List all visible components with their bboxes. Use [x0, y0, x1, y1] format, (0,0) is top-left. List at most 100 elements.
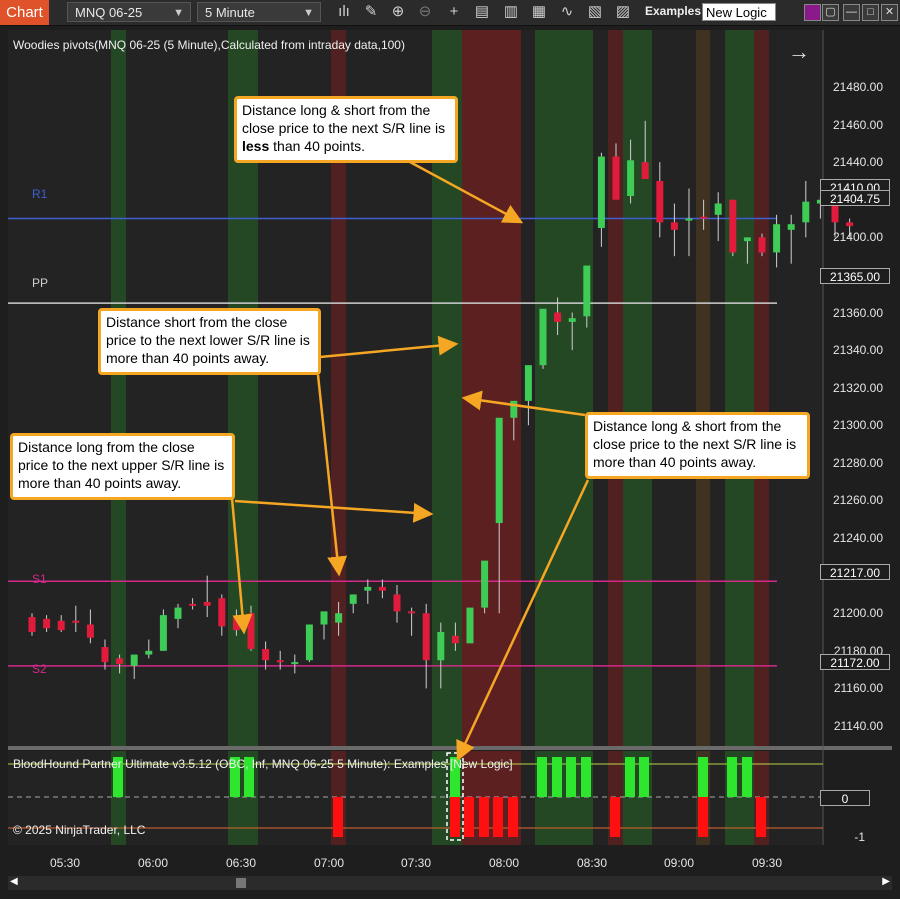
- price-tick-label: 21280.00: [832, 455, 883, 470]
- close-icon[interactable]: ✕: [881, 4, 898, 21]
- candle-body: [495, 417, 503, 524]
- callout-short-lower-sr: Distance short from the close price to t…: [98, 308, 321, 375]
- scroll-right-icon[interactable]: ▶: [882, 876, 890, 887]
- maximize-icon[interactable]: □: [862, 4, 879, 21]
- candle-body: [43, 618, 51, 629]
- time-tick-label: 08:00: [488, 856, 520, 870]
- candle-body: [685, 218, 693, 221]
- candle-body: [174, 607, 182, 619]
- s1-price-tag: 21217.00: [820, 564, 890, 580]
- pivot-label-r1: R1: [32, 187, 48, 201]
- candle-body: [510, 400, 518, 418]
- signal-zone: [696, 30, 710, 746]
- signal-bar-short: [610, 797, 620, 837]
- signal-bar-long: [113, 757, 123, 797]
- callout-less-than-40: Distance long & short from the close pri…: [234, 96, 458, 163]
- candle-body: [641, 162, 649, 180]
- arrow-right-icon[interactable]: →: [788, 39, 810, 64]
- signal-bar-short: [508, 797, 518, 837]
- price-tick-label: 21320.00: [832, 380, 883, 395]
- candle-body: [846, 222, 854, 227]
- crosshair-icon[interactable]: +: [449, 3, 459, 20]
- candle-body: [714, 203, 722, 215]
- candle-body: [539, 308, 547, 366]
- signal-zone: [623, 30, 652, 746]
- candle-body: [305, 624, 313, 661]
- color-swatch-icon[interactable]: [804, 4, 821, 21]
- indicators-icon[interactable]: ∿: [560, 3, 574, 20]
- candle-body: [247, 613, 255, 649]
- templates-icon[interactable]: ▨: [615, 3, 631, 20]
- time-tick-label: 09:30: [751, 856, 783, 870]
- data-box-icon[interactable]: ▥: [503, 3, 519, 20]
- price-tick-label: 21340.00: [832, 343, 883, 358]
- signal-bar-short: [493, 797, 503, 837]
- time-tick-label: 06:00: [137, 856, 169, 870]
- signal-bar-long: [639, 757, 649, 797]
- candle-body: [758, 237, 766, 253]
- pencil-icon[interactable]: ✎: [364, 3, 378, 20]
- time-tick-label: 07:00: [313, 856, 345, 870]
- logic-input[interactable]: New Logic: [702, 3, 776, 21]
- signal-bar-long: [581, 757, 591, 797]
- candle-body: [568, 318, 576, 322]
- signal-bar-long: [450, 757, 460, 797]
- chart-menu-button[interactable]: Chart: [0, 0, 49, 25]
- price-tick-label: 21140.00: [833, 719, 883, 733]
- interval-selector[interactable]: 5 Minute ▼: [197, 2, 321, 22]
- candle-body: [86, 624, 94, 638]
- chart-style-icon[interactable]: ▦: [531, 3, 547, 20]
- signal-bar-long: [244, 757, 254, 797]
- candle-body: [262, 648, 270, 661]
- signal-bar-long: [566, 757, 576, 797]
- time-tick-label: 07:30: [400, 856, 432, 870]
- callout-arrow: [456, 479, 590, 762]
- candle-body: [773, 224, 781, 253]
- signal-bar-short: [333, 797, 343, 837]
- strategies-icon[interactable]: ▧: [587, 3, 603, 20]
- chart-title: Woodies pivots(MNQ 06-25 (5 Minute),Calc…: [13, 38, 405, 52]
- scroll-left-icon[interactable]: ◀: [10, 876, 18, 887]
- interval-value: 5 Minute: [205, 5, 255, 20]
- bars-icon[interactable]: ılı: [338, 3, 350, 20]
- candle-body: [145, 650, 153, 655]
- signal-zone: [725, 30, 754, 746]
- candle-body: [583, 265, 591, 317]
- callout-long-short-sr: Distance long & short from the close pri…: [585, 412, 810, 479]
- horizontal-scrollbar[interactable]: ◀ ▶: [8, 876, 892, 890]
- signal-bar-long: [230, 757, 240, 797]
- candle-body: [57, 620, 65, 631]
- price-tick-label: 21240.00: [832, 531, 883, 546]
- signal-bar-long: [625, 757, 635, 797]
- signal-bar-short: [698, 797, 708, 837]
- instrument-selector[interactable]: MNQ 06-25 ▼: [67, 2, 191, 22]
- signal-bar-long: [727, 757, 737, 797]
- candle-body: [481, 560, 489, 608]
- zoom-out-icon[interactable]: ⊖: [418, 3, 432, 20]
- candle-body: [408, 611, 416, 614]
- pivot-label-s1: S1: [32, 572, 47, 586]
- zoom-in-icon[interactable]: ⊕: [391, 3, 405, 20]
- candle-body: [364, 586, 372, 591]
- pivot-label-s2: S2: [32, 662, 47, 676]
- price-tick-label: 21460.00: [832, 117, 883, 132]
- candle-body: [729, 199, 737, 253]
- zero-tag: 0: [820, 790, 870, 806]
- callout-arrow: [409, 160, 524, 224]
- properties-icon[interactable]: ▤: [474, 3, 490, 20]
- examples-label: Examples: [645, 4, 702, 18]
- restore-icon[interactable]: ▢: [822, 4, 839, 21]
- scroll-thumb[interactable]: [236, 878, 246, 888]
- last-price-tag: 21404.75: [820, 190, 890, 206]
- candle-body: [743, 237, 751, 242]
- candle-body: [378, 586, 386, 591]
- highlight-box: [446, 752, 464, 841]
- signal-bar-short: [464, 797, 474, 837]
- signal-zone: [608, 30, 623, 746]
- minimize-icon[interactable]: —: [843, 4, 860, 21]
- candle-body: [72, 620, 80, 623]
- candle-body: [28, 616, 36, 633]
- candle-body: [802, 201, 810, 223]
- price-tick-label: 21300.00: [832, 418, 883, 433]
- candle-body: [831, 199, 839, 223]
